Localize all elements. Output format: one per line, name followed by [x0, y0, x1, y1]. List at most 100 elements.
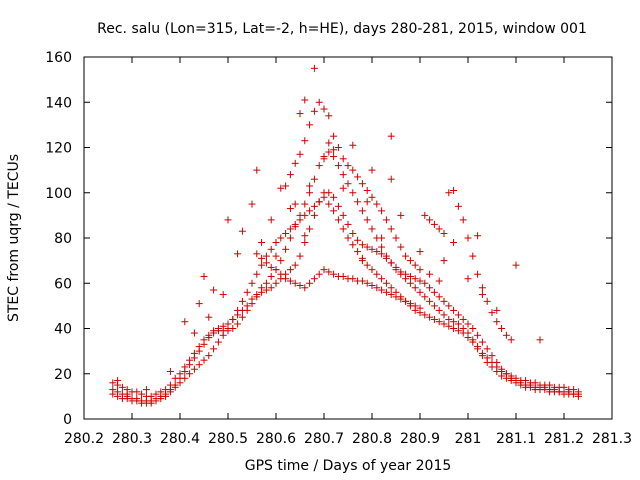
data-point: [344, 162, 352, 170]
data-point: [445, 322, 453, 330]
data-point: [282, 245, 290, 253]
data-point: [382, 279, 390, 287]
data-point: [291, 159, 299, 167]
data-point: [387, 132, 395, 140]
data-point: [469, 325, 477, 332]
y-tick-label: 40: [54, 322, 72, 338]
data-point: [387, 259, 395, 267]
data-point: [382, 288, 390, 296]
data-point: [229, 315, 237, 323]
data-point: [296, 282, 304, 290]
data-point: [397, 211, 405, 219]
data-point: [358, 277, 366, 285]
data-point: [210, 329, 218, 337]
data-point: [517, 381, 525, 389]
data-point: [358, 257, 366, 265]
data-point: [296, 216, 304, 224]
data-point: [291, 200, 299, 208]
data-point: [152, 397, 160, 405]
data-point: [459, 315, 467, 323]
data-point: [282, 275, 290, 283]
data-point: [253, 293, 261, 301]
data-point: [416, 288, 424, 296]
y-tick-label: 0: [63, 412, 72, 428]
data-point: [195, 347, 203, 355]
data-point: [330, 132, 338, 140]
x-tick-label: 280.4: [160, 431, 200, 447]
data-point: [464, 320, 472, 328]
data-point: [440, 297, 448, 305]
data-point: [464, 334, 472, 342]
data-point: [190, 329, 198, 337]
data-point: [224, 216, 232, 224]
data-point: [387, 175, 395, 183]
data-point: [349, 189, 357, 197]
data-point: [310, 175, 318, 183]
data-point: [392, 263, 400, 271]
data-point: [310, 107, 318, 115]
data-point: [339, 171, 347, 179]
data-point: [445, 315, 453, 323]
data-point: [210, 286, 218, 294]
data-point: [190, 365, 198, 373]
data-point: [195, 361, 203, 369]
data-point: [349, 166, 357, 174]
data-point: [238, 297, 246, 305]
data-point: [368, 245, 376, 253]
data-point: [330, 207, 338, 215]
data-point: [310, 202, 318, 210]
x-tick-label: 281.3: [592, 431, 632, 447]
data-point: [555, 388, 563, 396]
data-point: [286, 205, 294, 213]
data-point: [397, 243, 405, 251]
data-point: [339, 272, 347, 280]
data-point: [435, 318, 443, 326]
data-point: [474, 345, 482, 353]
data-point: [430, 288, 438, 296]
data-point: [258, 261, 266, 269]
data-point: [363, 186, 371, 194]
data-point: [411, 302, 419, 310]
data-point: [282, 229, 290, 237]
data-point: [478, 284, 486, 292]
data-point: [301, 284, 309, 292]
data-point: [339, 155, 347, 163]
data-point: [536, 336, 544, 344]
data-point: [277, 184, 285, 192]
data-point: [354, 236, 362, 244]
data-point: [296, 150, 304, 158]
data-point: [190, 354, 198, 362]
data-point: [277, 270, 285, 278]
data-point: [291, 220, 299, 228]
y-tick-label: 80: [54, 231, 72, 247]
data-point: [406, 257, 414, 265]
data-point: [430, 220, 438, 228]
data-point: [310, 211, 318, 219]
data-point: [392, 293, 400, 301]
data-point: [541, 386, 549, 394]
data-point: [133, 397, 141, 405]
data-point: [368, 225, 376, 233]
data-point: [315, 198, 323, 206]
x-tick-label: 281.2: [544, 431, 584, 447]
y-tick-label: 140: [45, 95, 72, 111]
data-point: [402, 270, 410, 278]
data-point: [440, 229, 448, 237]
data-point: [267, 272, 275, 280]
data-point: [195, 300, 203, 308]
data-point: [157, 395, 165, 403]
data-point: [306, 121, 314, 129]
data-point: [368, 193, 376, 201]
data-point: [349, 275, 357, 283]
data-point: [248, 279, 256, 287]
data-point: [334, 162, 342, 170]
data-point: [363, 261, 371, 269]
data-point: [205, 313, 213, 321]
data-point: [339, 225, 347, 233]
data-point: [258, 288, 266, 296]
data-point: [262, 279, 270, 287]
data-point: [450, 318, 458, 326]
data-point: [478, 338, 486, 346]
data-point: [416, 248, 424, 256]
data-point: [301, 232, 309, 240]
